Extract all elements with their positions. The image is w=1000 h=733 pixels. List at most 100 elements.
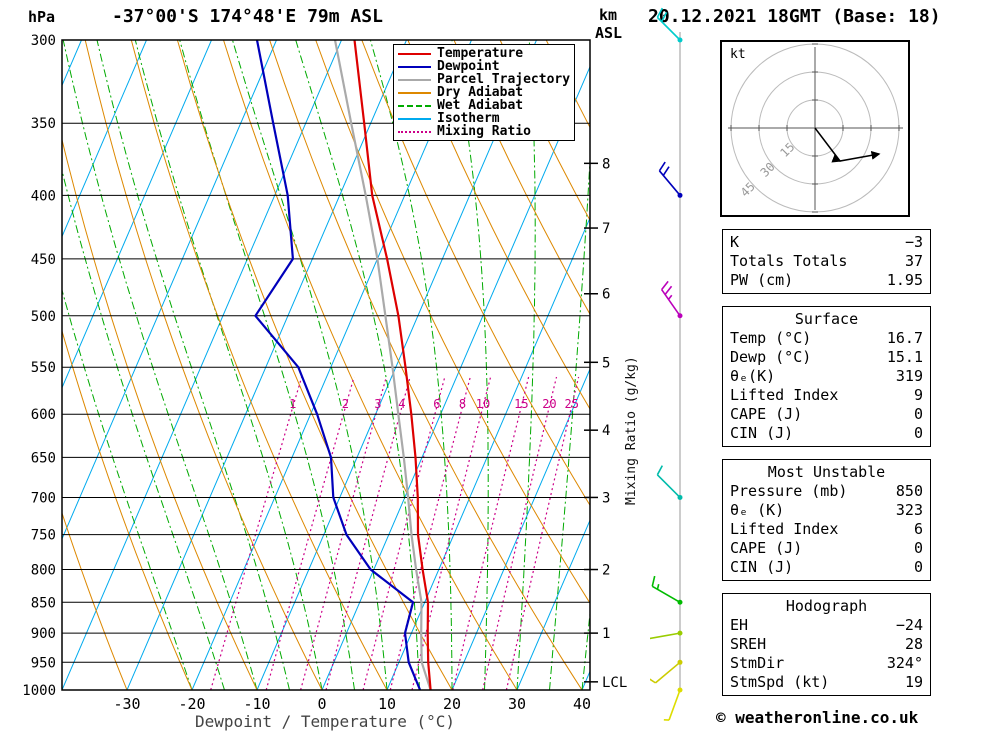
skewt-chart: 3003504004505005506006507007508008509009…: [0, 33, 627, 713]
pressure-tick-label: 350: [31, 116, 56, 132]
stat-label: EH: [730, 616, 749, 634]
altitude-axis-unit-km: km: [599, 6, 618, 24]
copyright: © weatheronline.co.uk: [716, 708, 919, 727]
plot-border: [61, 39, 591, 691]
stat-value: 323: [895, 501, 923, 519]
stat-value: 0: [913, 424, 923, 442]
mixing-ratio-value-label: 10: [476, 397, 490, 411]
dry-adiabat-line: [407, 40, 590, 411]
isotherm-line: [62, 40, 277, 541]
stats-table: Surface Temp (°C) 16.7 Dewp (°C) 15.1 θₑ(K) 31…: [722, 306, 931, 447]
stat-row: θₑ(K) 319: [730, 367, 923, 386]
isotherm-line: [126, 40, 407, 690]
pressure-tick-label: 800: [31, 563, 56, 579]
temp-tick-label: 0: [317, 695, 326, 713]
run-date: 20.12.2021 18GMT (Base: 18): [648, 6, 941, 27]
wind-barb: [660, 280, 683, 319]
legend-line-sample: [398, 78, 431, 81]
mixing-ratio-line: [411, 376, 492, 690]
stats-table-title: Most Unstable: [767, 463, 886, 481]
wet-adiabat-line: [581, 609, 590, 690]
legend-item: Parcel Trajectory: [398, 73, 570, 86]
stat-label: PW (cm): [730, 271, 794, 289]
isotherm-line: [0, 40, 17, 690]
pressure-axis-unit: hPa: [28, 8, 56, 26]
mixing-ratio-line: [300, 376, 387, 690]
temp-tick-label: 10: [378, 695, 396, 713]
wind-barb: [650, 659, 683, 684]
stat-row: Temp (°C) 16.7: [730, 329, 923, 348]
stat-row: StmDir 324°: [730, 654, 923, 673]
km-tick-label: 1: [602, 626, 610, 642]
stat-label: Totals Totals: [730, 252, 848, 270]
legend-line-sample: [398, 130, 431, 133]
stat-row: PW (cm) 1.95: [730, 271, 923, 290]
km-tick-label: 7: [602, 221, 610, 237]
stat-label: StmDir: [730, 654, 785, 672]
legend-line-sample: [398, 104, 431, 107]
legend-line-sample: [398, 117, 431, 120]
mixing-ratio-line: [452, 376, 530, 690]
stat-label: Lifted Index: [730, 520, 839, 538]
altitude-axis-unit-asl: ASL: [595, 24, 623, 42]
dry-adiabat-line: [499, 40, 590, 222]
stat-row: StmSpd (kt) 19: [730, 673, 923, 692]
stat-row: Lifted Index 6: [730, 520, 923, 539]
isotherm-line: [516, 518, 590, 690]
legend-label: Dry Adiabat: [437, 85, 524, 100]
pressure-tick-label: 850: [31, 595, 56, 611]
legend-line-sample: [398, 52, 431, 55]
legend-label: Wet Adiabat: [437, 98, 524, 113]
lcl-label: LCL: [602, 675, 627, 691]
mixing-ratio-value-label: 15: [514, 397, 528, 411]
mixing-ratio-axis-label: Mixing Ratio (g/kg): [624, 356, 639, 505]
temp-tick-label: 30: [508, 695, 526, 713]
dry-adiabat-line: [62, 511, 128, 690]
temp-tick-label: -30: [113, 695, 140, 713]
pressure-tick-label: 550: [31, 360, 56, 376]
km-tick-label: 6: [602, 287, 610, 303]
stat-row: Dewp (°C) 15.1: [730, 348, 923, 367]
stat-value: −24: [895, 616, 923, 634]
stat-label: Temp (°C): [730, 329, 812, 347]
mixing-ratio-line: [325, 376, 411, 690]
mixing-ratio-line: [362, 376, 446, 690]
isotherm-line: [191, 40, 472, 690]
stat-row: CAPE (J) 0: [730, 405, 923, 424]
pressure-tick-label: 1000: [22, 683, 56, 699]
pressure-tick-label: 900: [31, 626, 56, 642]
legend-label: Isotherm: [437, 111, 500, 126]
mixing-ratio-value-label: 4: [398, 397, 405, 411]
isotherm-line: [386, 216, 590, 690]
stat-value: 324°: [886, 654, 923, 672]
stats-table: Hodograph EH −24 SREH 28 StmDir 324° StmSpd (kt…: [722, 593, 931, 696]
stat-label: CAPE (J): [730, 405, 803, 423]
pressure-tick-label: 400: [31, 188, 56, 204]
stat-label: θₑ (K): [730, 501, 785, 519]
wet-adiabat-line: [516, 40, 536, 690]
wet-adiabat-line: [369, 40, 453, 690]
wind-barb: [656, 7, 683, 43]
km-tick-label: 8: [602, 156, 610, 172]
mixing-ratio-line: [265, 376, 355, 690]
pressure-tick-label: 950: [31, 655, 56, 671]
wet-adiabat-line: [179, 40, 355, 690]
wind-barb-column: [650, 7, 683, 721]
stat-row: Totals Totals 37: [730, 252, 923, 271]
legend-label: Temperature: [437, 46, 524, 61]
km-tick-label: 2: [602, 563, 610, 579]
parcel-curve: [333, 40, 432, 690]
stat-label: Pressure (mb): [730, 482, 848, 500]
wet-adiabat-line: [62, 40, 258, 690]
legend-item: Isotherm: [398, 112, 570, 125]
pressure-tick-label: 500: [31, 309, 56, 325]
stat-row: CIN (J) 0: [730, 558, 923, 577]
legend-label: Dewpoint: [437, 59, 500, 74]
stat-value: 19: [904, 673, 923, 691]
dry-adiabat-line: [453, 40, 590, 316]
mixing-ratio-value-label: 3: [374, 397, 381, 411]
temp-tick-label: 40: [573, 695, 591, 713]
stat-row: Lifted Index 9: [730, 386, 923, 405]
stat-label: Dewp (°C): [730, 348, 812, 366]
pressure-tick-label: 700: [31, 490, 56, 506]
